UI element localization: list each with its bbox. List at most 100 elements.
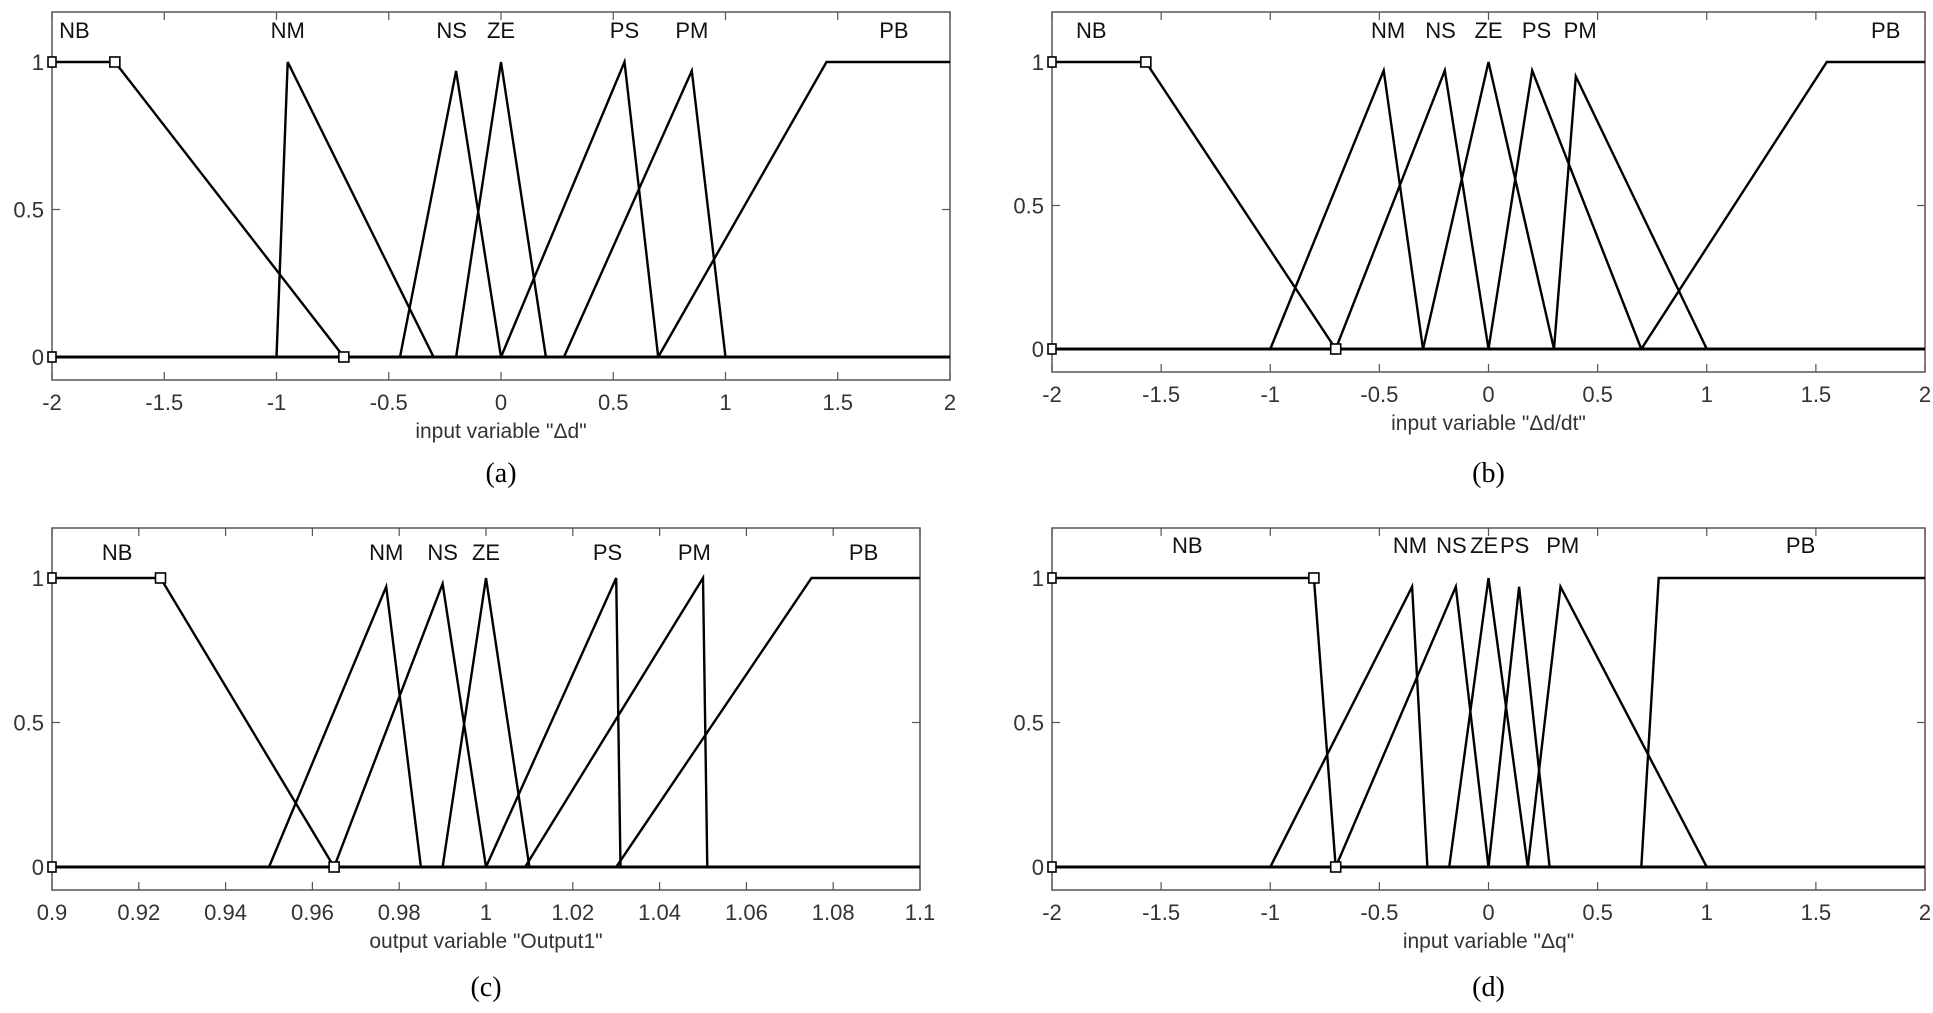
x-tick-label: 1.02	[551, 900, 594, 925]
mf-label-pb: PB	[849, 540, 878, 565]
x-tick-label: -1.5	[1142, 382, 1180, 407]
x-tick-label: 0.94	[204, 900, 247, 925]
mf-label-ze: ZE	[487, 18, 515, 43]
x-tick-label: -2	[1042, 382, 1062, 407]
x-tick-label: 2	[1919, 900, 1931, 925]
x-tick-label: 1	[480, 900, 492, 925]
plot-frame	[51, 11, 951, 381]
edge-marker	[1047, 861, 1057, 873]
x-tick-label: 1.04	[638, 900, 681, 925]
x-tick-label: 0.98	[378, 900, 421, 925]
mf-label-ns: NS	[1425, 18, 1456, 43]
x-tick-label: -0.5	[370, 390, 408, 415]
x-tick-label: 1.5	[1801, 382, 1832, 407]
subplot-caption: (c)	[470, 972, 501, 1003]
mf-label-ns: NS	[436, 18, 467, 43]
y-tick-label: 0	[32, 345, 44, 370]
x-tick-label: -0.5	[1360, 382, 1398, 407]
subplot-c: 0 0.5 1 0.9 0.92 0.94 0.96 0.98 1 1.02 1.04 1.06 1.0…	[13, 527, 936, 1003]
x-tick-label: 2	[1919, 382, 1931, 407]
x-tick-label: 0.9	[37, 900, 68, 925]
y-tick-label: 0	[32, 855, 44, 880]
x-axis-label: input variable "Δd/dt"	[1391, 412, 1586, 435]
x-tick-label: -2	[1042, 900, 1062, 925]
vertex-marker	[109, 56, 121, 68]
y-tick-label: 1	[32, 566, 44, 591]
mf-label-nb: NB	[59, 18, 90, 43]
subplot-caption: (d)	[1472, 972, 1505, 1003]
vertex-marker	[154, 572, 167, 584]
y-tick-label: 0.5	[13, 198, 44, 223]
x-tick-label: 2	[944, 390, 956, 415]
x-tick-label: 1.5	[822, 390, 853, 415]
mf-line-pb	[1052, 576, 1925, 869]
edge-marker	[47, 56, 57, 68]
x-tick-label: 0.92	[117, 900, 160, 925]
x-tick-label: 0	[1482, 382, 1494, 407]
x-tick-label: -1	[267, 390, 287, 415]
edge-marker	[1047, 572, 1057, 584]
mf-label-pb: PB	[1786, 533, 1815, 558]
x-axis-label: input variable "Δq"	[1403, 930, 1574, 953]
mf-label-pm: PM	[678, 540, 711, 565]
mf-label-nb: NB	[1076, 18, 1107, 43]
x-tick-label: 0.5	[1582, 382, 1613, 407]
mf-label-ps: PS	[610, 18, 639, 43]
mf-label-nb: NB	[1172, 533, 1203, 558]
x-tick-label: -0.5	[1360, 900, 1398, 925]
mf-label-ns: NS	[427, 540, 458, 565]
edge-marker	[47, 572, 57, 584]
x-tick-label: 0.5	[598, 390, 629, 415]
x-tick-label: 0	[495, 390, 507, 415]
mf-label-pm: PM	[675, 18, 708, 43]
x-tick-label: 1.08	[812, 900, 855, 925]
x-tick-label: 1	[1701, 382, 1713, 407]
vertex-marker	[328, 861, 340, 873]
x-axis-label: input variable "Δd"	[415, 420, 586, 443]
x-axis-label: output variable "Output1"	[369, 930, 602, 953]
x-tick-label: 0.5	[1582, 900, 1613, 925]
mf-label-ze: ZE	[472, 540, 500, 565]
x-tick-label: -2	[42, 390, 62, 415]
mf-label-nb: NB	[102, 540, 133, 565]
mf-label-pb: PB	[1871, 18, 1900, 43]
vertex-marker	[1329, 861, 1342, 873]
x-tick-label: 1.1	[905, 900, 936, 925]
mf-label-nm: NM	[369, 540, 403, 565]
edge-marker	[1047, 343, 1057, 355]
vertex-marker	[1140, 56, 1152, 68]
mf-label-nm: NM	[271, 18, 305, 43]
y-tick-label: 0	[1032, 855, 1044, 880]
edge-marker	[47, 351, 57, 363]
plot-frame	[1051, 527, 1926, 891]
x-tick-label: 1.06	[725, 900, 768, 925]
mf-line-pb	[1052, 60, 1925, 351]
mf-label-ns: NS	[1436, 533, 1467, 558]
mf-label-pm: PM	[1564, 18, 1597, 43]
x-tick-label: 1	[1701, 900, 1713, 925]
y-tick-label: 1	[1032, 50, 1044, 75]
mf-label-pm: PM	[1546, 533, 1579, 558]
subplot-caption: (a)	[485, 458, 516, 489]
x-tick-label: 0.96	[291, 900, 334, 925]
subplot-d: 0 0.5 1 -2 -1.5 -1 -0.5 0 0.5 1 1.5 2 input variable…	[1013, 527, 1931, 1003]
y-tick-label: 1	[1032, 566, 1044, 591]
vertex-marker	[338, 351, 350, 363]
y-tick-label: 0	[1032, 337, 1044, 362]
subplot-caption: (b)	[1472, 458, 1505, 489]
y-tick-label: 1	[32, 50, 44, 75]
vertex-marker	[1329, 343, 1342, 355]
mf-label-ze: ZE	[1474, 18, 1502, 43]
x-tick-label: -1	[1260, 900, 1280, 925]
mf-label-pb: PB	[879, 18, 908, 43]
x-tick-label: 0	[1482, 900, 1494, 925]
y-tick-label: 0.5	[13, 711, 44, 736]
vertex-marker	[1308, 572, 1320, 584]
mf-line-pb	[52, 60, 950, 359]
x-tick-label: 1.5	[1801, 900, 1832, 925]
mf-label-nm: NM	[1393, 533, 1427, 558]
mf-label-ze: ZE	[1470, 533, 1498, 558]
y-tick-label: 0.5	[1013, 711, 1044, 736]
x-tick-label: 1	[719, 390, 731, 415]
